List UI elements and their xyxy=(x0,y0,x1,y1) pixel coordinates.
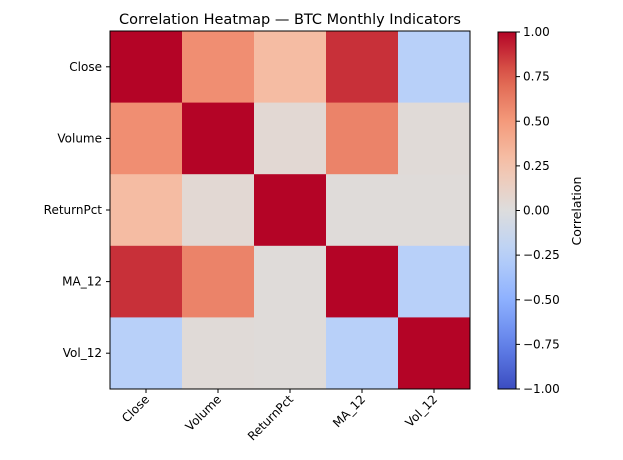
x-tick-label: Close xyxy=(119,392,152,425)
x-tick-label: Vol_12 xyxy=(402,392,440,430)
heatmap-cell-returnpct-vol_12 xyxy=(398,174,471,247)
y-tick-label: Close xyxy=(69,60,102,74)
heatmap-cell-vol_12-volume xyxy=(182,317,255,390)
colorbar-tick-label: −0.25 xyxy=(523,248,560,262)
colorbar-ticks: 1.00 0.75 0.50 0.25 0.00 −0.25 −0.50 −0.75 −1.00 xyxy=(516,25,560,396)
colorbar-tick-label: 0.00 xyxy=(523,204,550,218)
x-tick-label: Volume xyxy=(183,392,224,433)
chart-title: Correlation Heatmap — BTC Monthly Indica… xyxy=(119,12,461,28)
heatmap-cell-ma_12-vol_12 xyxy=(398,245,471,318)
heatmap-cell-volume-volume xyxy=(182,102,255,175)
y-tick-label: ReturnPct xyxy=(44,203,103,217)
heatmap-cell-close-close xyxy=(110,31,183,104)
heatmap-cell-ma_12-returnpct xyxy=(254,245,327,318)
heatmap-cell-ma_12-close xyxy=(110,245,183,318)
y-tick-label: MA_12 xyxy=(62,275,102,289)
heatmap-cell-volume-ma_12 xyxy=(326,102,399,175)
heatmap-cells xyxy=(110,31,471,390)
x-axis: Close Volume ReturnPct MA_12 Vol_12 xyxy=(119,389,440,443)
x-tick-label: MA_12 xyxy=(330,392,368,430)
heatmap-cell-volume-close xyxy=(110,102,183,175)
heatmap-cell-returnpct-volume xyxy=(182,174,255,247)
heatmap-cell-close-ma_12 xyxy=(326,31,399,104)
heatmap-cell-returnpct-ma_12 xyxy=(326,174,399,247)
heatmap-cell-vol_12-ma_12 xyxy=(326,317,399,390)
heatmap-cell-ma_12-volume xyxy=(182,245,255,318)
colorbar-tick-label: 0.25 xyxy=(523,159,550,173)
heatmap-cell-vol_12-vol_12 xyxy=(398,317,471,390)
y-tick-label: Volume xyxy=(57,131,102,145)
heatmap-cell-volume-returnpct xyxy=(254,102,327,175)
colorbar-tick-label: −0.75 xyxy=(523,337,560,351)
heatmap-cell-volume-vol_12 xyxy=(398,102,471,175)
heatmap-cell-vol_12-returnpct xyxy=(254,317,327,390)
colorbar-tick-label: 0.50 xyxy=(523,114,550,128)
heatmap-cell-close-vol_12 xyxy=(398,31,471,104)
heatmap-cell-close-volume xyxy=(182,31,255,104)
colorbar-tick-label: 1.00 xyxy=(523,25,550,39)
heatmap-cell-vol_12-close xyxy=(110,317,183,390)
colorbar-label: Correlation xyxy=(569,177,584,246)
y-axis: Close Volume ReturnPct MA_12 Vol_12 xyxy=(44,60,110,360)
heatmap-cell-ma_12-ma_12 xyxy=(326,245,399,318)
x-tick-label: ReturnPct xyxy=(245,392,296,443)
colorbar-tick-label: −1.00 xyxy=(523,382,560,396)
heatmap-cell-returnpct-returnpct xyxy=(254,174,327,247)
heatmap-cell-close-returnpct xyxy=(254,31,327,104)
y-tick-label: Vol_12 xyxy=(63,346,102,360)
colorbar-tick-label: 0.75 xyxy=(523,70,550,84)
heatmap-cell-returnpct-close xyxy=(110,174,183,247)
colorbar-tick-label: −0.50 xyxy=(523,293,560,307)
colorbar xyxy=(497,31,517,390)
